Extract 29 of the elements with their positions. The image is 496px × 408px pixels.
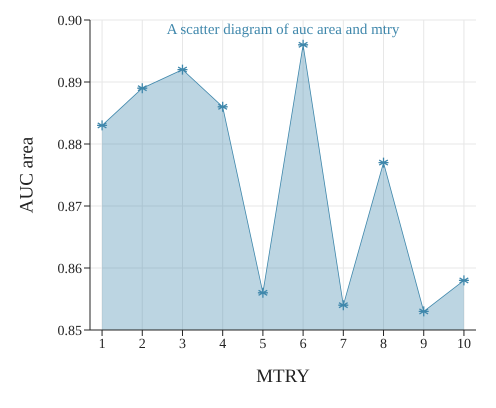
x-tick-label: 5 [259,336,266,352]
x-tick-label: 8 [380,336,388,352]
y-axis-title: AUC area [16,136,38,214]
y-tick-label: 0.85 [58,324,82,339]
x-tick-label: 2 [138,336,146,352]
x-axis-title: MTRY [256,366,310,387]
x-tick-label: 9 [420,336,428,352]
point [418,306,430,318]
x-tick-label: 3 [178,336,186,352]
point [257,287,269,298]
y-tick-label: 0.87 [58,200,82,215]
chart-title: A scatter diagram of auc area and mtry [166,22,400,39]
y-tick-label: 0.86 [58,262,82,277]
x-tick-label: 1 [98,336,106,352]
point [458,274,470,286]
x-tick-label: 6 [300,336,307,352]
y-tick-label: 0.88 [58,138,82,153]
point [217,101,228,112]
point [338,300,349,311]
x-tick-label: 4 [219,336,226,352]
point [176,64,188,76]
point [297,39,309,50]
point [378,156,390,168]
point [136,82,148,94]
x-tick-label: 7 [340,336,347,352]
y-tick-label: 0.90 [58,14,82,29]
x-tick-label: 10 [456,336,471,352]
point [96,120,108,132]
y-tick-label: 0.89 [58,76,82,91]
